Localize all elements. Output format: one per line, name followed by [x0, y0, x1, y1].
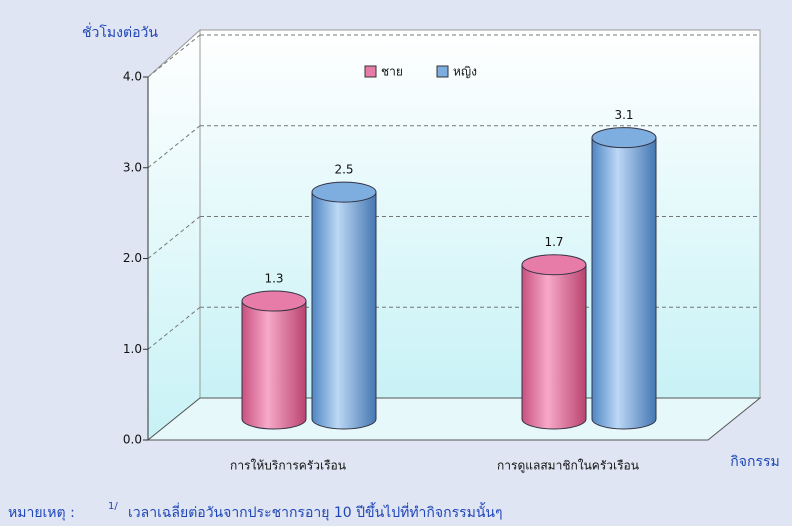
y-axis-label: ชั่วโมงต่อวัน — [82, 23, 158, 41]
value-label: 3.1 — [614, 108, 633, 122]
bar-body — [241, 300, 307, 430]
bar-top — [241, 290, 307, 312]
bar-top — [311, 181, 377, 203]
bar-body — [521, 264, 587, 430]
x-tick-label: การดูแลสมาชิกในครัวเรือน — [497, 459, 639, 474]
bar-body — [311, 191, 377, 430]
legend-swatch — [436, 65, 449, 78]
value-label: 1.7 — [544, 235, 563, 249]
y-tick-label: 4.0 — [123, 70, 142, 84]
bar — [591, 127, 657, 430]
y-tick-label: 1.0 — [123, 342, 142, 356]
y-tick-label: 0.0 — [123, 433, 142, 447]
bar — [311, 181, 377, 430]
value-label: 1.3 — [264, 272, 283, 286]
y-tick-label: 3.0 — [123, 160, 142, 174]
note-superscript: 1/ — [108, 501, 118, 512]
floor — [146, 397, 762, 441]
note-label: หมายเหตุ : — [8, 505, 75, 521]
y-tick-label: 2.0 — [123, 251, 142, 265]
x-tick-label: การให้บริการครัวเรือน — [230, 459, 346, 473]
legend-label: หญิง — [453, 65, 477, 79]
legend-label: ชาย — [381, 65, 403, 79]
bar — [521, 254, 587, 430]
note-text: เวลาเฉลี่ยต่อวันจากประชากรอายุ 10 ปีขึ้น… — [128, 502, 503, 521]
left-wall — [147, 28, 201, 442]
value-label: 2.5 — [334, 163, 353, 177]
bar-body — [591, 137, 657, 430]
bar-top — [591, 127, 657, 149]
bar-top — [521, 254, 587, 276]
bar — [241, 290, 307, 430]
x-axis-label: กิจกรรม — [730, 454, 779, 470]
legend-swatch — [364, 65, 377, 78]
